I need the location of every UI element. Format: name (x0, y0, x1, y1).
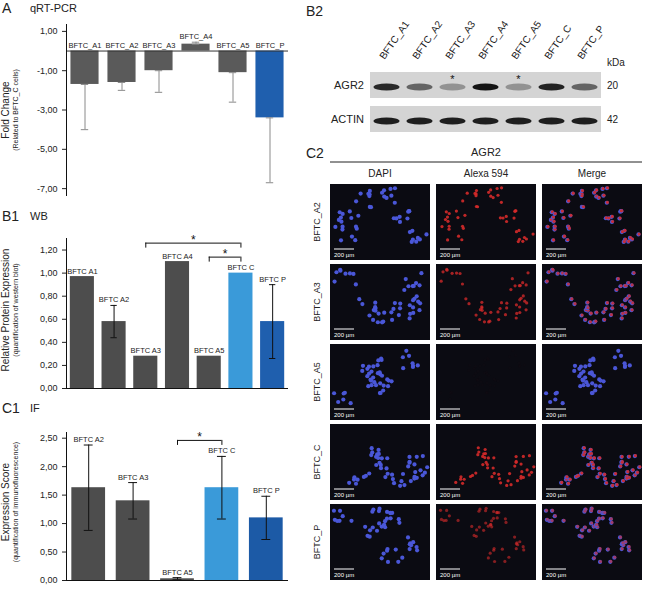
svg-text:BFTC_A1: BFTC_A1 (69, 41, 102, 50)
svg-text:BFTC_P: BFTC_P (256, 41, 285, 50)
svg-text:2,50: 2,50 (40, 433, 58, 443)
svg-text:BFTC_A2: BFTC_A2 (312, 202, 322, 242)
svg-text:BFTC_A3: BFTC_A3 (143, 41, 176, 50)
html-text:(quantification of immunofluor: (quantification of immunofluorescence) (11, 441, 19, 563)
svg-text:Alexa 594: Alexa 594 (464, 168, 509, 179)
svg-text:200 µm: 200 µm (334, 492, 354, 498)
svg-text:BFTC_C: BFTC_C (542, 23, 573, 61)
html-text:C1: C1 (2, 400, 20, 416)
svg-text:*: * (191, 233, 196, 247)
html-text:Expression Score: Expression Score (0, 462, 11, 542)
svg-text:BFTC_P: BFTC_P (312, 525, 322, 560)
html-text:B1: B1 (2, 208, 20, 224)
html-text:(Related to BFTC_C cells): (Related to BFTC_C cells) (11, 69, 19, 151)
svg-text:BFTC P: BFTC P (259, 275, 286, 284)
svg-text:0,80: 0,80 (40, 291, 58, 301)
svg-text:BFTC_A5: BFTC_A5 (312, 362, 322, 402)
svg-text:*: * (223, 247, 228, 261)
svg-text:BFTC A5: BFTC A5 (162, 568, 192, 577)
svg-text:BFTC A2: BFTC A2 (73, 435, 103, 444)
svg-text:B2: B2 (306, 3, 323, 19)
svg-text:20: 20 (607, 80, 619, 91)
svg-text:BFTC A3: BFTC A3 (118, 473, 148, 482)
svg-text:AGR2: AGR2 (471, 146, 501, 158)
svg-text:-1,00: -1,00 (37, 66, 58, 76)
svg-text:DAPI: DAPI (368, 168, 391, 179)
svg-text:kDa: kDa (607, 57, 625, 68)
html-text:(quantification of western blo: (quantification of western blot) (11, 263, 19, 357)
svg-text:ACTIN: ACTIN (331, 113, 364, 125)
svg-text:C2: C2 (306, 145, 324, 161)
html-text:qRT-PCR: qRT-PCR (30, 2, 77, 14)
html-text:Relative Protein Expression: Relative Protein Expression (0, 248, 11, 372)
svg-text:200 µm: 200 µm (440, 412, 460, 418)
svg-text:1,50: 1,50 (40, 490, 58, 500)
svg-text:0,40: 0,40 (40, 337, 58, 347)
svg-text:Merge: Merge (578, 168, 607, 179)
svg-text:BFTC_A3: BFTC_A3 (312, 282, 322, 322)
svg-text:1,00: 1,00 (40, 26, 58, 36)
svg-text:BFTC A2: BFTC A2 (99, 295, 129, 304)
svg-text:200 µm: 200 µm (334, 252, 354, 258)
html-text:WB: WB (30, 210, 48, 222)
svg-text:1,00: 1,00 (40, 268, 58, 278)
svg-text:*: * (450, 73, 455, 85)
svg-text:BFTC_A3: BFTC_A3 (443, 19, 477, 62)
svg-text:BFTC A5: BFTC A5 (194, 346, 224, 355)
svg-text:BFTC A3: BFTC A3 (131, 346, 161, 355)
svg-text:0,00: 0,00 (40, 383, 58, 393)
svg-text:0,20: 0,20 (40, 360, 58, 370)
svg-text:BFTC A1: BFTC A1 (67, 267, 97, 276)
svg-text:200 µm: 200 µm (440, 332, 460, 338)
svg-text:1,00: 1,00 (40, 518, 58, 528)
svg-text:BFTC_P: BFTC_P (575, 23, 606, 61)
svg-text:200 µm: 200 µm (440, 252, 460, 258)
svg-text:200 µm: 200 µm (334, 572, 354, 578)
svg-text:0,50: 0,50 (40, 547, 58, 557)
html-text:IF: IF (30, 402, 40, 414)
svg-text:1,20: 1,20 (40, 245, 58, 255)
svg-text:200 µm: 200 µm (334, 332, 354, 338)
svg-text:BFTC_A2: BFTC_A2 (410, 19, 444, 62)
svg-text:42: 42 (607, 114, 619, 125)
html-text:A: A (2, 0, 12, 16)
svg-text:BFTC P: BFTC P (253, 486, 280, 495)
svg-text:200 µm: 200 µm (546, 332, 566, 338)
svg-text:BFTC A4: BFTC A4 (162, 252, 192, 261)
svg-text:BFTC C: BFTC C (227, 263, 255, 272)
svg-text:*: * (516, 73, 521, 85)
svg-text:-7,00: -7,00 (37, 184, 58, 194)
svg-text:-3,00: -3,00 (37, 105, 58, 115)
svg-text:BFTC C: BFTC C (208, 446, 236, 455)
svg-text:-5,00: -5,00 (37, 144, 58, 154)
svg-text:BFTC_A2: BFTC_A2 (106, 41, 139, 50)
svg-text:200 µm: 200 µm (334, 412, 354, 418)
svg-text:*: * (197, 430, 202, 444)
svg-text:200 µm: 200 µm (546, 492, 566, 498)
html-text:Fold Change: Fold Change (0, 81, 11, 139)
svg-text:2,00: 2,00 (40, 462, 58, 472)
svg-text:BFTC_A5: BFTC_A5 (217, 41, 250, 50)
svg-text:200 µm: 200 µm (546, 572, 566, 578)
svg-text:BFTC_A4: BFTC_A4 (476, 19, 510, 62)
svg-text:BFTC_A5: BFTC_A5 (509, 19, 543, 62)
svg-text:BFTC_C: BFTC_C (312, 444, 322, 480)
svg-text:0,60: 0,60 (40, 314, 58, 324)
svg-text:0,00: 0,00 (40, 575, 58, 585)
svg-text:BFTC_A1: BFTC_A1 (377, 19, 411, 62)
svg-text:AGR2: AGR2 (334, 79, 364, 91)
svg-text:BFTC_A4: BFTC_A4 (180, 32, 213, 41)
svg-text:200 µm: 200 µm (440, 572, 460, 578)
svg-text:200 µm: 200 µm (546, 412, 566, 418)
svg-text:200 µm: 200 µm (440, 492, 460, 498)
svg-text:200 µm: 200 µm (546, 252, 566, 258)
